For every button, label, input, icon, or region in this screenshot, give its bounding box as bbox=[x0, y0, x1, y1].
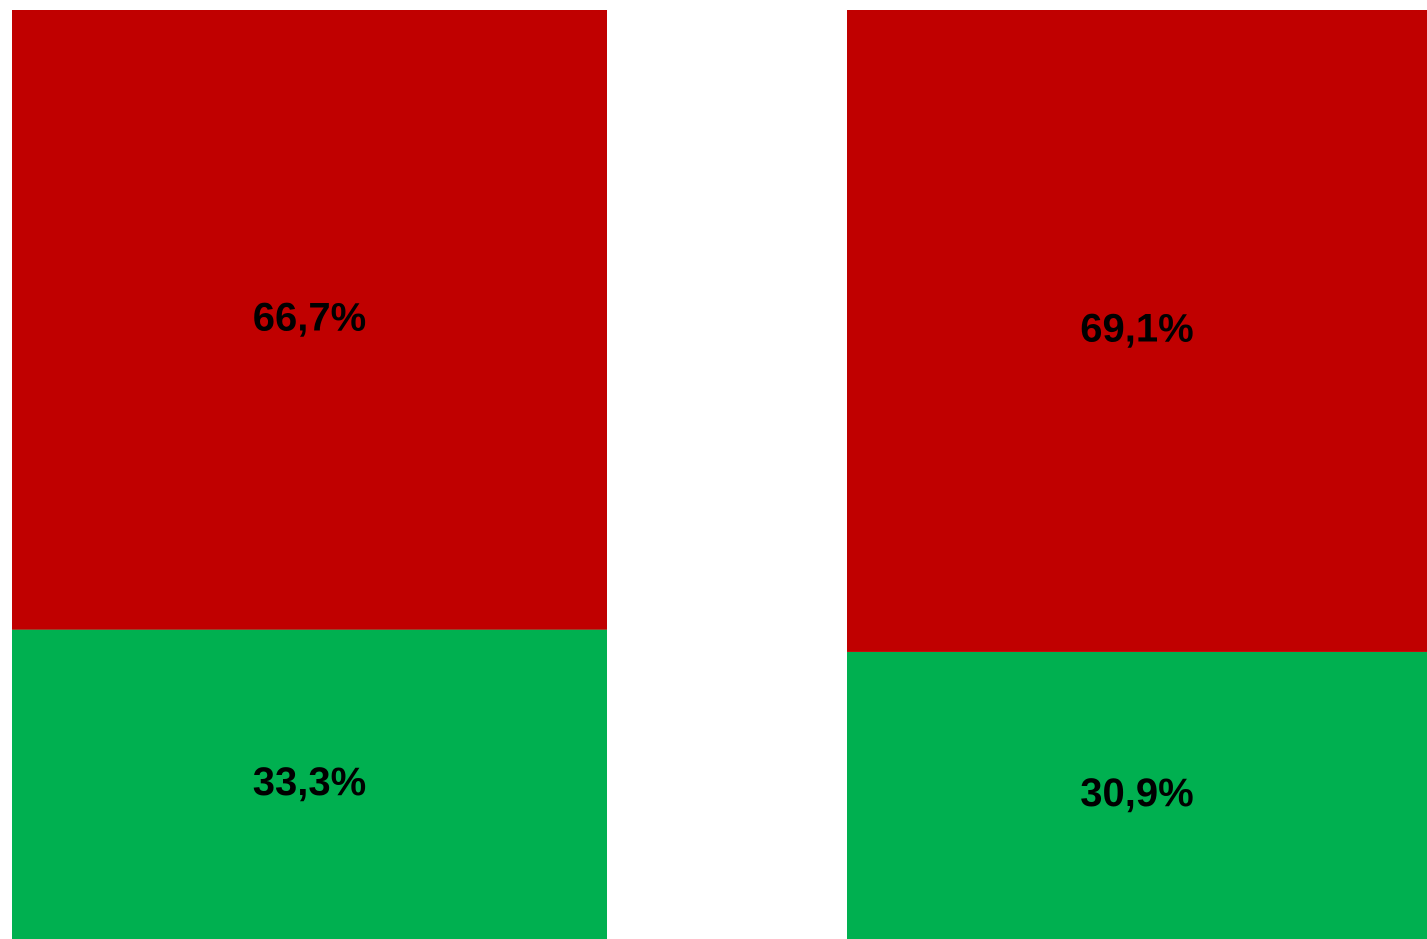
data-label: 33,3% bbox=[253, 760, 366, 804]
data-label: 69,1% bbox=[1080, 307, 1193, 351]
bar-segment bbox=[12, 10, 607, 630]
bar-segment bbox=[12, 629, 607, 939]
data-label: 30,9% bbox=[1080, 771, 1193, 815]
data-label: 66,7% bbox=[253, 295, 366, 339]
bar-segment bbox=[847, 10, 1427, 652]
bar-segment bbox=[847, 651, 1427, 939]
